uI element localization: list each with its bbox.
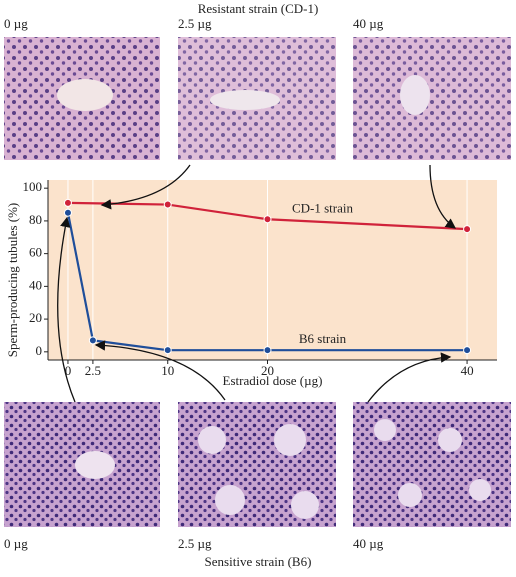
y-tick-label: 40	[29, 277, 42, 292]
data-point	[63, 198, 72, 207]
x-tick-label: 40	[461, 363, 474, 378]
micrograph-bottom	[4, 402, 511, 527]
bottom-label: 0 µg	[4, 536, 28, 551]
data-point	[163, 346, 172, 355]
bottom-label: 40 µg	[353, 536, 384, 551]
plot-background	[48, 180, 497, 360]
data-point	[463, 225, 472, 234]
y-tick-label: 60	[29, 245, 42, 260]
y-tick-label: 0	[36, 343, 43, 358]
plot: 0 2.5 10 20 40 0 20 40 60 80 100 Estradiol dose (µg…	[5, 179, 497, 388]
data-point	[163, 200, 172, 209]
series-label: B6 strain	[299, 331, 347, 346]
data-point	[263, 215, 272, 224]
bottom-title: Sensitive strain (B6)	[205, 554, 312, 569]
x-tick-label: 0	[65, 363, 72, 378]
top-title: Resistant strain (CD-1)	[198, 1, 319, 16]
bottom-label: 2.5 µg	[178, 536, 212, 551]
top-label: 2.5 µg	[178, 16, 212, 31]
y-axis-label: Sperm-producing tubules (%)	[5, 203, 20, 358]
x-tick-label: 2.5	[85, 363, 101, 378]
data-point	[63, 208, 72, 217]
y-tick-label: 100	[23, 179, 43, 194]
y-tick-label: 80	[29, 212, 42, 227]
arrows	[57, 164, 457, 403]
top-label: 40 µg	[353, 16, 384, 31]
x-axis-label: Estradiol dose (µg)	[223, 373, 323, 388]
y-tick-label: 20	[29, 310, 42, 325]
x-tick-label: 10	[161, 363, 174, 378]
data-point	[88, 336, 97, 345]
micrograph-top	[4, 37, 511, 160]
data-point	[463, 346, 472, 355]
x-tick-label: 20	[261, 363, 274, 378]
top-label: 0 µg	[4, 16, 28, 31]
data-point	[263, 346, 272, 355]
series-label: CD-1 strain	[292, 200, 354, 215]
